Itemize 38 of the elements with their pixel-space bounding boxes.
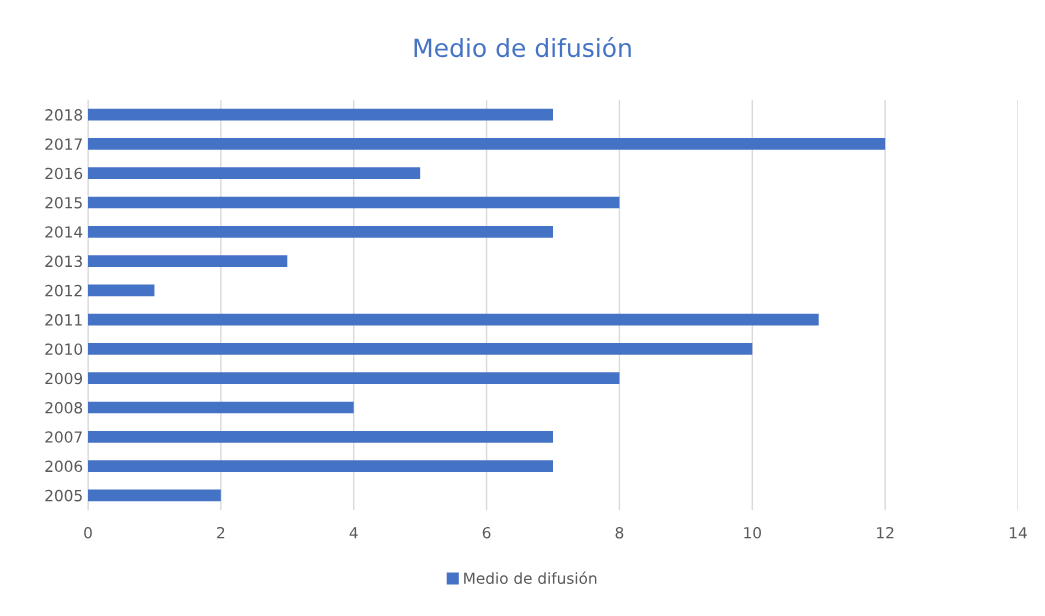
- bar: [88, 343, 753, 355]
- bar: [88, 313, 819, 326]
- x-tick-label: 6: [482, 526, 491, 539]
- y-tick-label: 2012: [45, 284, 82, 297]
- x-tick-label: 10: [744, 526, 761, 539]
- bar: [88, 138, 886, 150]
- x-tick-label: 2: [217, 526, 225, 539]
- bar: [88, 401, 354, 414]
- bar: [88, 460, 553, 472]
- bar: [88, 167, 421, 180]
- x-tick-label: 14: [1009, 527, 1027, 539]
- y-tick-label: 2011: [45, 314, 82, 326]
- bar: [88, 255, 288, 267]
- bar: [88, 284, 155, 297]
- y-tick-label: 2018: [45, 109, 83, 121]
- y-tick-label: 2008: [45, 401, 83, 414]
- x-tick-label: 4: [349, 527, 358, 539]
- y-tick-label: 2016: [45, 167, 83, 180]
- bar: [88, 196, 620, 209]
- bar: [88, 372, 620, 385]
- x-tick-label: 12: [877, 526, 894, 539]
- y-tick-label: 2006: [45, 460, 83, 473]
- chart-title: Medio de difusión: [414, 36, 631, 58]
- x-tick-label: 8: [615, 526, 624, 539]
- bar: [88, 489, 221, 502]
- y-tick-label: 2013: [45, 255, 82, 268]
- y-tick-label: 2007: [45, 431, 82, 443]
- legend-label: Medio de difusión: [464, 571, 597, 585]
- y-tick-label: 2017: [45, 138, 82, 150]
- bar: [88, 430, 553, 443]
- y-tick-label: 2014: [45, 226, 83, 238]
- x-tick-label: 0: [84, 526, 92, 539]
- y-tick-label: 2005: [45, 489, 82, 502]
- y-tick-label: 2009: [45, 372, 83, 385]
- y-tick-label: 2015: [45, 196, 82, 209]
- bar: [88, 225, 553, 238]
- bar: [88, 108, 553, 121]
- y-tick-label: 2010: [45, 343, 83, 355]
